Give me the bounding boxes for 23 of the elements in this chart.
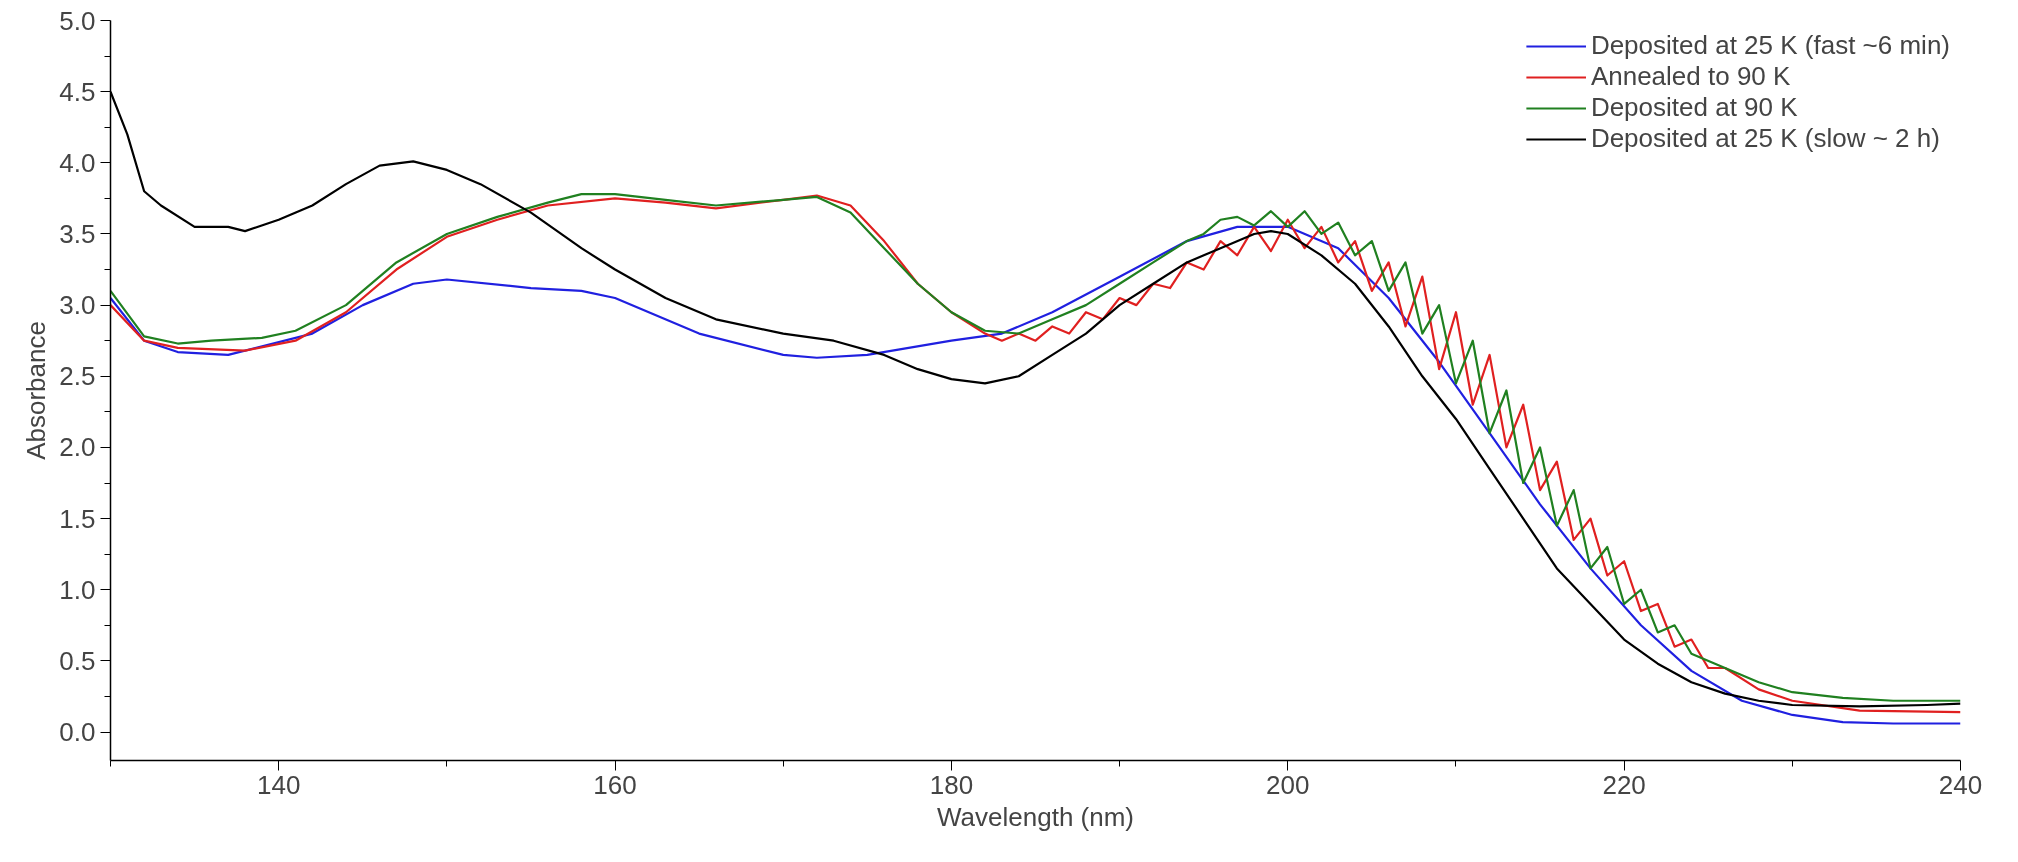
y-tick-label: 0.5 [59, 645, 96, 676]
y-tick-label: 1.5 [59, 503, 96, 534]
x-tick-label: 220 [1602, 769, 1646, 800]
y-tick-label: 5.0 [59, 5, 96, 36]
legend-label: Deposited at 25 K (fast ~6 min) [1590, 30, 1950, 61]
x-axis-title: Wavelength (nm) [937, 801, 1134, 832]
x-tick-label: 200 [1266, 769, 1310, 800]
y-tick-label: 3.0 [59, 290, 96, 321]
y-tick-label: 2.5 [59, 361, 96, 392]
y-tick-label: 3.5 [59, 218, 96, 249]
y-tick-label: 2.0 [59, 432, 96, 463]
y-tick-label: 4.0 [59, 147, 96, 178]
x-tick-label: 160 [593, 769, 637, 800]
y-tick-label: 1.0 [59, 574, 96, 605]
y-tick-label: 0.0 [59, 717, 96, 748]
legend-label: Deposited at 90 K [1590, 92, 1798, 123]
y-axis-title: Absorbance [21, 321, 52, 460]
legend-label: Deposited at 25 K (slow ~ 2 h) [1590, 123, 1940, 154]
x-tick-label: 140 [256, 769, 301, 800]
y-tick-label: 4.5 [59, 76, 96, 107]
x-tick-label: 240 [1938, 769, 1983, 800]
legend-label: Annealed to 90 K [1590, 61, 1791, 92]
x-tick-label: 180 [929, 769, 974, 800]
